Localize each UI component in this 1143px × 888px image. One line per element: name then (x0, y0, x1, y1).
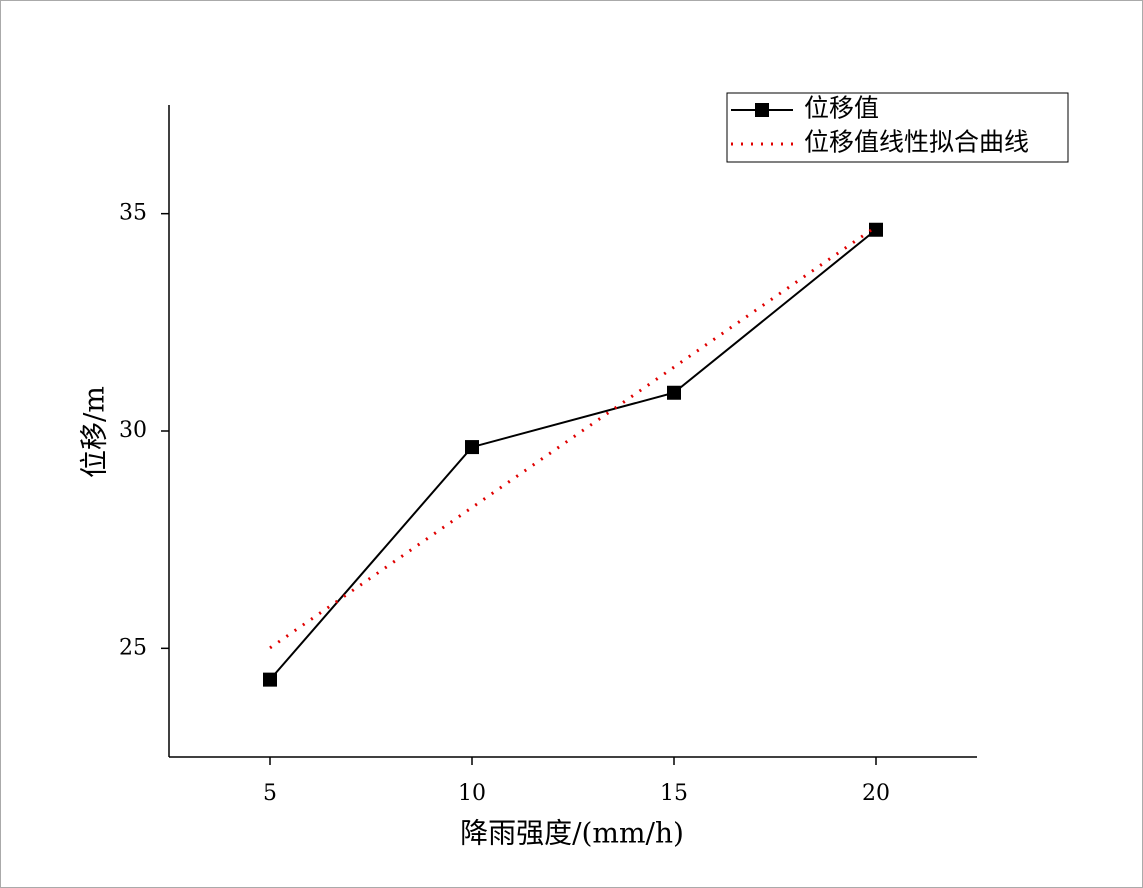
x-tick-label: 5 (263, 781, 277, 806)
y-tick-label: 30 (119, 418, 147, 443)
series-line (269, 228, 877, 681)
data-point (465, 440, 479, 455)
legend-label: 位移值 (804, 94, 879, 123)
y-axis-label: 位移/m (78, 386, 111, 478)
x-tick-label: 10 (458, 781, 486, 806)
x-axis-label: 降雨强度/(mm/h) (460, 817, 684, 850)
data-point (263, 672, 277, 687)
data-point (869, 222, 883, 237)
x-tick-label: 15 (660, 781, 688, 806)
x-tick-label: 20 (862, 781, 890, 806)
legend-marker (755, 103, 769, 117)
y-tick-label: 25 (119, 635, 147, 660)
y-tick-label: 35 (119, 201, 147, 226)
data-point (667, 385, 681, 400)
legend-box (726, 92, 1069, 163)
legend-label: 位移值线性拟合曲线 (804, 128, 1029, 157)
